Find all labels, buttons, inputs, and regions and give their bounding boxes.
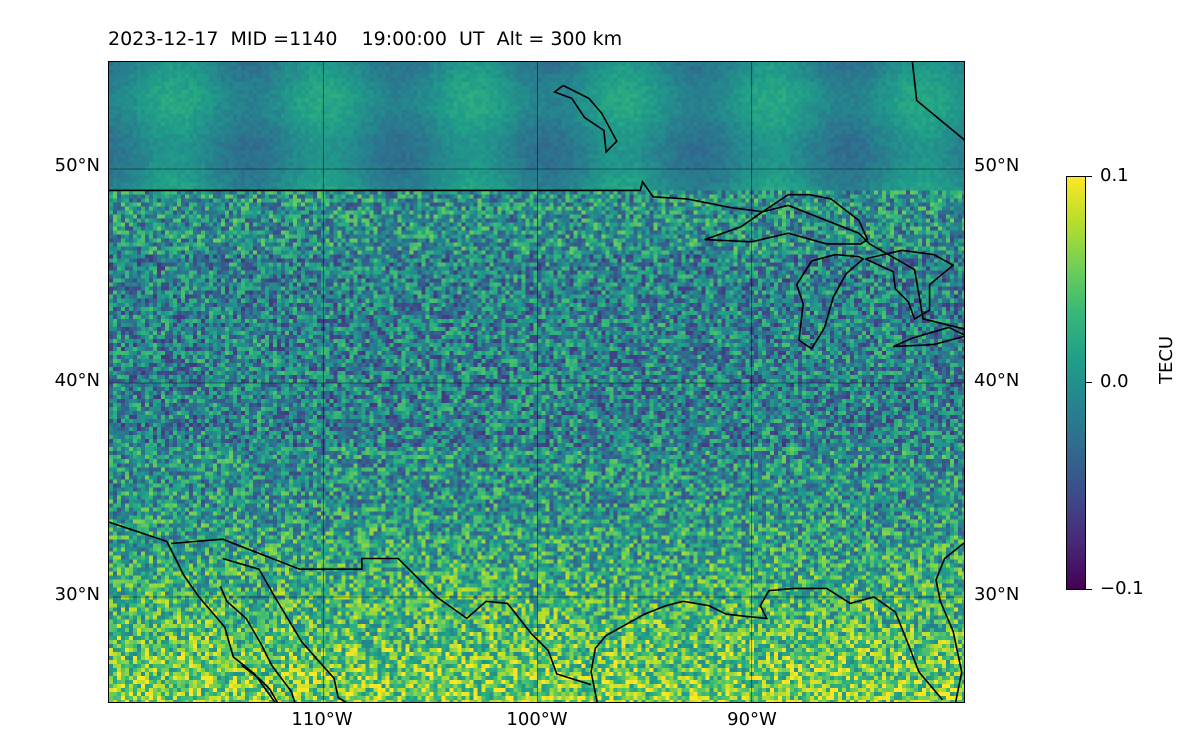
lat-label-30-right: 30°N — [974, 584, 1020, 605]
lat-label-50-left: 50°N — [54, 155, 100, 176]
baja-west-edge — [241, 664, 279, 702]
lat-label-40-right: 40°N — [974, 370, 1020, 391]
colorbar-tick-top — [1086, 176, 1092, 177]
baja-east-coast — [219, 585, 296, 702]
lat-label-30-left: 30°N — [54, 584, 100, 605]
colorbar-tick-mid — [1086, 382, 1092, 383]
colorbar-tick-bottom — [1086, 589, 1092, 590]
gulf-coast — [590, 587, 944, 702]
lon-label-90w: 90°W — [727, 709, 777, 730]
colorbar-label-min: −0.1 — [1100, 578, 1144, 599]
lake-winnipeg — [552, 84, 618, 154]
colorbar-label-max: 0.1 — [1100, 165, 1129, 186]
lake-michigan — [795, 253, 865, 350]
map-overlay — [109, 62, 964, 702]
colorbar-title: TECU — [1156, 335, 1177, 384]
map-title: 2023-12-17 MID =1140 19:00:00 UT Alt = 3… — [108, 28, 623, 50]
baja-peninsula — [109, 521, 276, 702]
lake-huron — [864, 249, 955, 320]
lat-label-40-left: 40°N — [54, 370, 100, 391]
atlantic-coast — [935, 541, 964, 702]
baja-gulf-coast — [222, 557, 348, 702]
lake-erie — [892, 326, 964, 348]
us-mexico-border — [171, 538, 592, 686]
colorbar-label-zero: 0.0 — [1100, 371, 1129, 392]
gridlines — [109, 62, 964, 702]
colorbar — [1066, 176, 1086, 590]
coastlines — [109, 62, 964, 702]
hudson-bay — [911, 62, 964, 141]
tec-heatmap — [109, 62, 964, 702]
lat-label-50-right: 50°N — [974, 155, 1020, 176]
map-panel[interactable] — [108, 61, 965, 703]
lon-label-110w: 110°W — [291, 709, 353, 730]
lon-label-100w: 100°W — [506, 709, 568, 730]
lake-superior — [704, 193, 869, 245]
